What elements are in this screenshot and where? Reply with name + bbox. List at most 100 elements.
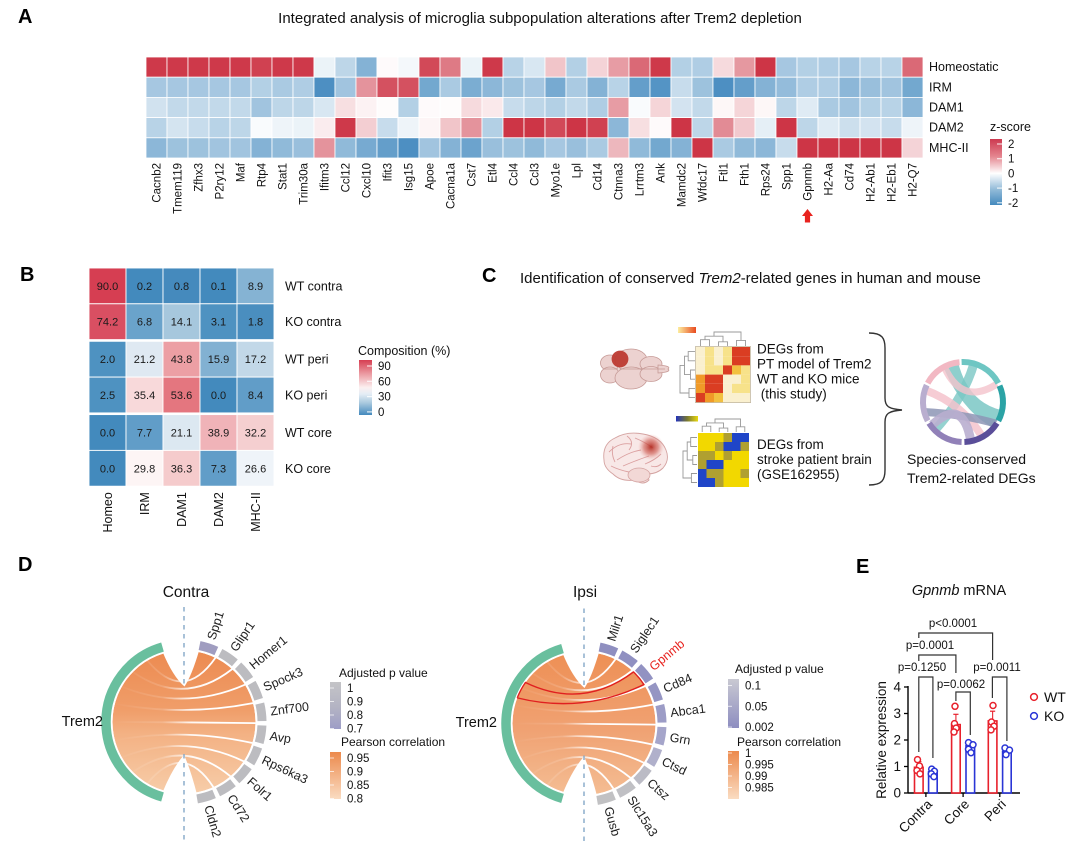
svg-text:Zfhx3: Zfhx3	[194, 163, 206, 192]
svg-text:Peri: Peri	[981, 797, 1009, 825]
svg-text:Rtp4: Rtp4	[257, 162, 269, 187]
svg-text:Cst7: Cst7	[467, 163, 479, 187]
svg-text:0: 0	[378, 407, 384, 419]
svg-text:Trem2: Trem2	[62, 714, 103, 730]
svg-text:7.3: 7.3	[211, 463, 226, 475]
svg-text:Cacna1a: Cacna1a	[446, 162, 458, 209]
svg-text:0.8: 0.8	[347, 794, 363, 806]
svg-text:DEGs from: DEGs from	[757, 437, 824, 452]
svg-text:2.5: 2.5	[100, 390, 115, 402]
svg-text:Ifitm3: Ifitm3	[320, 163, 332, 191]
svg-text:74.2: 74.2	[97, 317, 118, 329]
svg-text:Folr1: Folr1	[244, 775, 275, 804]
svg-text:21.1: 21.1	[171, 428, 192, 440]
svg-text:Species-conserved: Species-conserved	[907, 451, 1026, 467]
svg-text:-1: -1	[1008, 183, 1018, 195]
svg-text:36.3: 36.3	[171, 463, 192, 475]
svg-text:0.95: 0.95	[347, 753, 369, 765]
svg-text:7.7: 7.7	[137, 428, 152, 440]
svg-text:Stat1: Stat1	[278, 163, 290, 190]
svg-text:90: 90	[378, 361, 391, 373]
svg-text:Lrrtm3: Lrrtm3	[635, 163, 647, 196]
svg-text:Mamdc2: Mamdc2	[677, 163, 689, 207]
svg-text:Pearson correlation: Pearson correlation	[341, 735, 445, 749]
svg-text:Cldn2: Cldn2	[201, 804, 224, 839]
svg-text:Trem2-related DEGs: Trem2-related DEGs	[907, 470, 1036, 486]
svg-text:DAM2: DAM2	[929, 121, 964, 135]
svg-text:2: 2	[893, 733, 901, 748]
svg-text:Etl4: Etl4	[488, 162, 500, 182]
svg-text:Glipr1: Glipr1	[227, 619, 257, 654]
svg-text:1: 1	[1008, 154, 1014, 166]
svg-text:P2ry12: P2ry12	[215, 163, 227, 199]
svg-text:H2-Ab1: H2-Ab1	[866, 163, 878, 202]
svg-text:Ctnna3: Ctnna3	[614, 163, 626, 200]
svg-text:0.995: 0.995	[745, 760, 774, 772]
svg-text:Cd14: Cd14	[593, 162, 605, 190]
svg-text:1.8: 1.8	[248, 317, 263, 329]
svg-text:17.2: 17.2	[245, 354, 266, 366]
svg-text:0.2: 0.2	[137, 281, 152, 293]
svg-text:32.2: 32.2	[245, 428, 266, 440]
svg-text:0.985: 0.985	[745, 783, 774, 795]
svg-text:p=0.0001: p=0.0001	[906, 640, 954, 652]
svg-text:Rps24: Rps24	[761, 162, 773, 196]
svg-text:0.0: 0.0	[100, 428, 115, 440]
svg-text:Maf: Maf	[236, 162, 248, 182]
svg-text:Trem2: Trem2	[456, 715, 497, 731]
svg-text:Ctsz: Ctsz	[644, 776, 672, 803]
svg-text:29.8: 29.8	[134, 463, 155, 475]
svg-text:Core: Core	[941, 797, 972, 828]
svg-text:p=0.0062: p=0.0062	[937, 679, 985, 691]
svg-text:3: 3	[893, 706, 901, 721]
svg-text:Relative expression: Relative expression	[874, 681, 889, 799]
svg-text:0.9: 0.9	[347, 697, 363, 709]
svg-text:DAM2: DAM2	[212, 492, 226, 527]
svg-text:Identification of conserved Tr: Identification of conserved Trem2-relate…	[520, 270, 981, 287]
svg-text:4: 4	[893, 680, 901, 695]
svg-text:Isg15: Isg15	[404, 163, 416, 191]
svg-text:WT contra: WT contra	[285, 279, 342, 293]
svg-text:Cacnb2: Cacnb2	[152, 163, 164, 203]
svg-text:Homeo: Homeo	[101, 492, 115, 532]
svg-text:Gpnmb: Gpnmb	[803, 163, 815, 201]
svg-text:14.1: 14.1	[171, 317, 192, 329]
svg-text:Cd72: Cd72	[224, 792, 252, 825]
svg-text:Gusb: Gusb	[601, 805, 623, 838]
svg-text:Avp: Avp	[269, 729, 292, 746]
svg-text:WT peri: WT peri	[285, 353, 329, 367]
svg-text:(GSE162955): (GSE162955)	[757, 467, 840, 482]
svg-text:Spock3: Spock3	[261, 665, 305, 694]
svg-text:0.1: 0.1	[745, 681, 761, 693]
svg-text:Ccl4: Ccl4	[509, 162, 521, 186]
svg-text:15.9: 15.9	[208, 354, 229, 366]
svg-text:2.0: 2.0	[100, 354, 115, 366]
svg-text:Adjusted p value: Adjusted p value	[735, 662, 824, 676]
svg-text:IRM: IRM	[138, 492, 152, 515]
svg-text:H2-Eb1: H2-Eb1	[887, 163, 899, 202]
svg-text:21.2: 21.2	[134, 354, 155, 366]
svg-text:2: 2	[1008, 139, 1014, 151]
svg-text:26.6: 26.6	[245, 463, 266, 475]
svg-text:0.002: 0.002	[745, 722, 774, 734]
svg-text:Homeostatic: Homeostatic	[929, 60, 998, 74]
svg-text:0.99: 0.99	[745, 771, 767, 783]
svg-text:Tmem119: Tmem119	[173, 163, 185, 214]
svg-text:35.4: 35.4	[134, 390, 155, 402]
svg-text:Ftl1: Ftl1	[719, 163, 731, 182]
svg-text:Ipsi: Ipsi	[573, 584, 597, 601]
svg-text:0: 0	[893, 786, 901, 801]
svg-text:DAM1: DAM1	[175, 492, 189, 527]
svg-text:0.8: 0.8	[174, 281, 189, 293]
svg-text:Composition (%): Composition (%)	[358, 344, 450, 358]
svg-text:Wfdc17: Wfdc17	[698, 163, 710, 202]
svg-text:0.0: 0.0	[100, 463, 115, 475]
svg-text:Spp1: Spp1	[782, 163, 794, 190]
svg-text:0.85: 0.85	[347, 780, 369, 792]
svg-text:(this study): (this study)	[757, 387, 827, 402]
svg-text:Fth1: Fth1	[740, 163, 752, 186]
svg-text:H2-Aa: H2-Aa	[824, 162, 836, 195]
svg-text:Ccl3: Ccl3	[530, 163, 542, 186]
svg-text:WT and KO mice: WT and KO mice	[757, 372, 860, 387]
svg-text:60: 60	[378, 376, 391, 388]
